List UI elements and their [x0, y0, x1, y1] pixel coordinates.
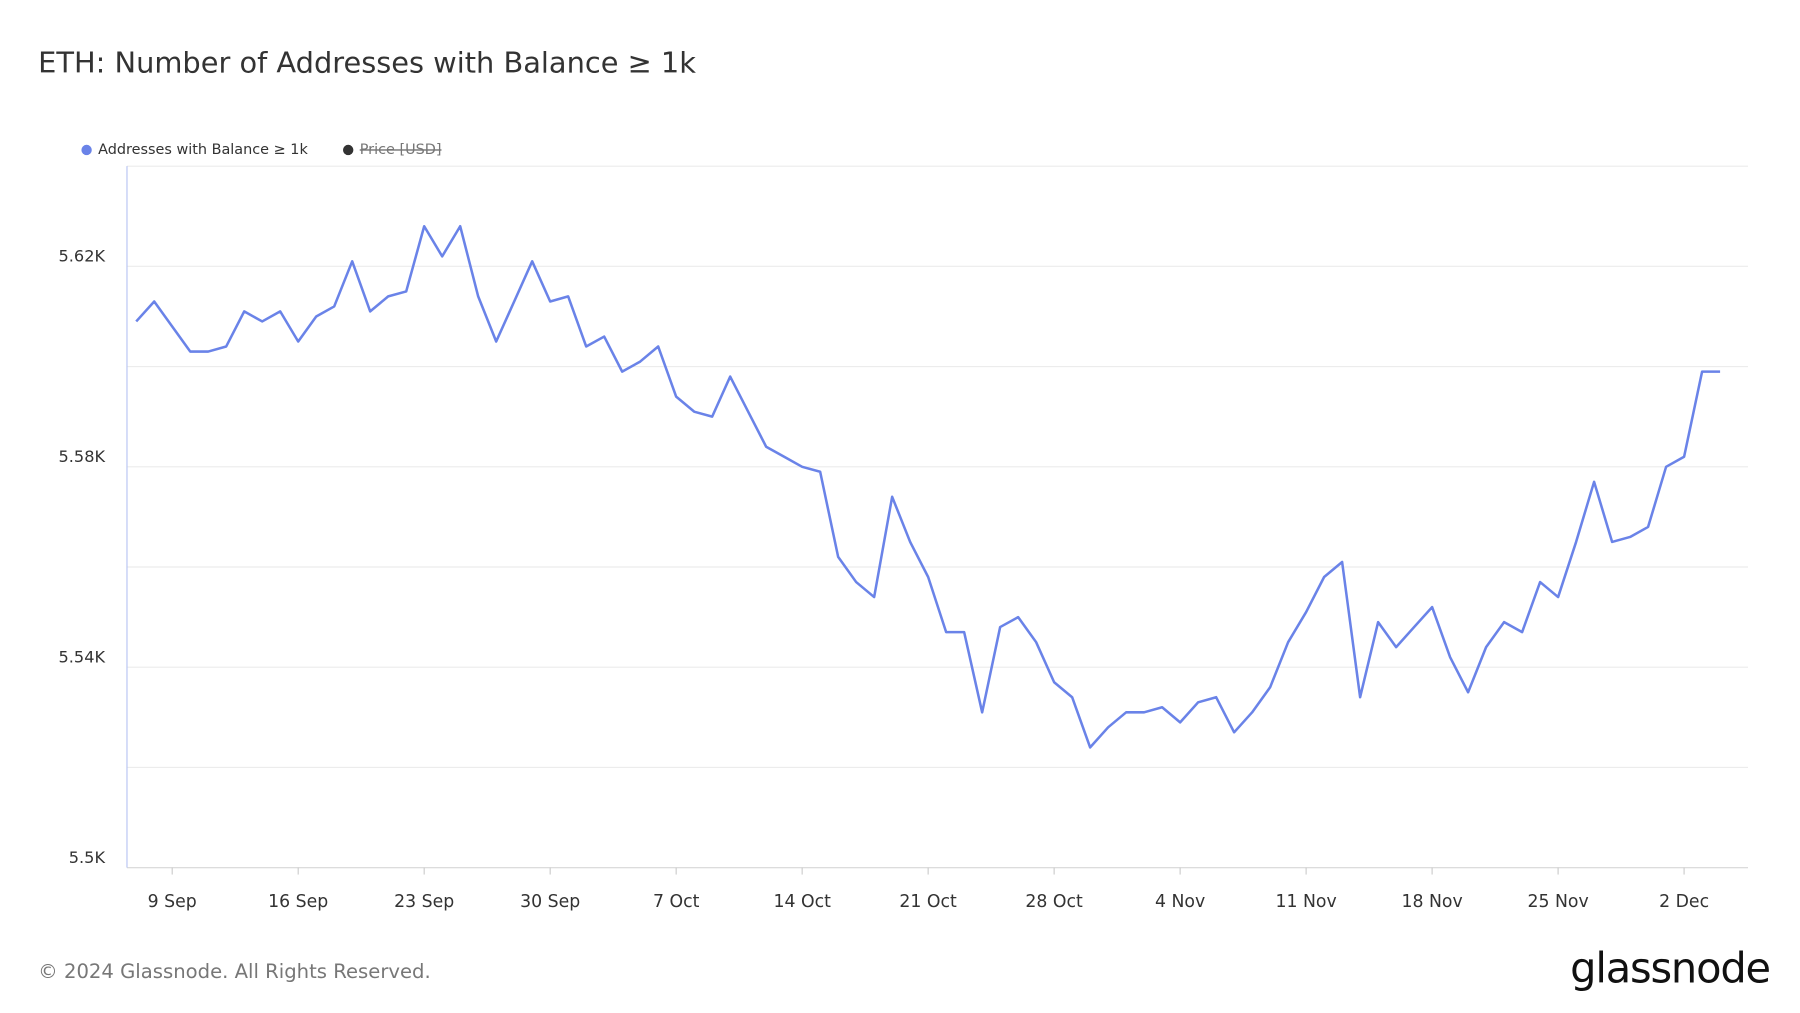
legend-label: Price [USD]: [360, 142, 442, 158]
x-tick-label: 18 Nov: [1401, 892, 1462, 912]
y-tick-label: 5.58K: [59, 447, 106, 466]
chart-title: ETH: Number of Addresses with Balance ≥ …: [38, 46, 696, 80]
x-tick-label: 11 Nov: [1275, 892, 1336, 912]
x-tick-label: 28 Oct: [1025, 892, 1083, 912]
y-tick-label: 5.5K: [69, 848, 106, 867]
y-tick-label: 5.62K: [59, 247, 106, 266]
x-tick-label: 7 Oct: [653, 892, 700, 912]
x-tick-label: 30 Sep: [520, 892, 580, 912]
x-tick-label: 14 Oct: [773, 892, 831, 912]
logo: glassnode: [1570, 943, 1770, 992]
y-tick-label: 5.54K: [59, 647, 106, 666]
x-tick-label: 25 Nov: [1527, 892, 1588, 912]
x-tick-label: 2 Dec: [1659, 892, 1709, 912]
x-tick-label: 9 Sep: [148, 892, 197, 912]
legend-marker: [81, 144, 92, 156]
x-tick-label: 16 Sep: [268, 892, 328, 912]
copyright: © 2024 Glassnode. All Rights Reserved.: [38, 960, 431, 983]
legend-label: Addresses with Balance ≥ 1k: [98, 142, 308, 158]
x-tick-label: 23 Sep: [394, 892, 454, 912]
x-tick-label: 21 Oct: [899, 892, 957, 912]
legend-marker: [342, 144, 354, 156]
x-tick-label: 4 Nov: [1155, 892, 1205, 912]
data-line: [135, 224, 1721, 749]
